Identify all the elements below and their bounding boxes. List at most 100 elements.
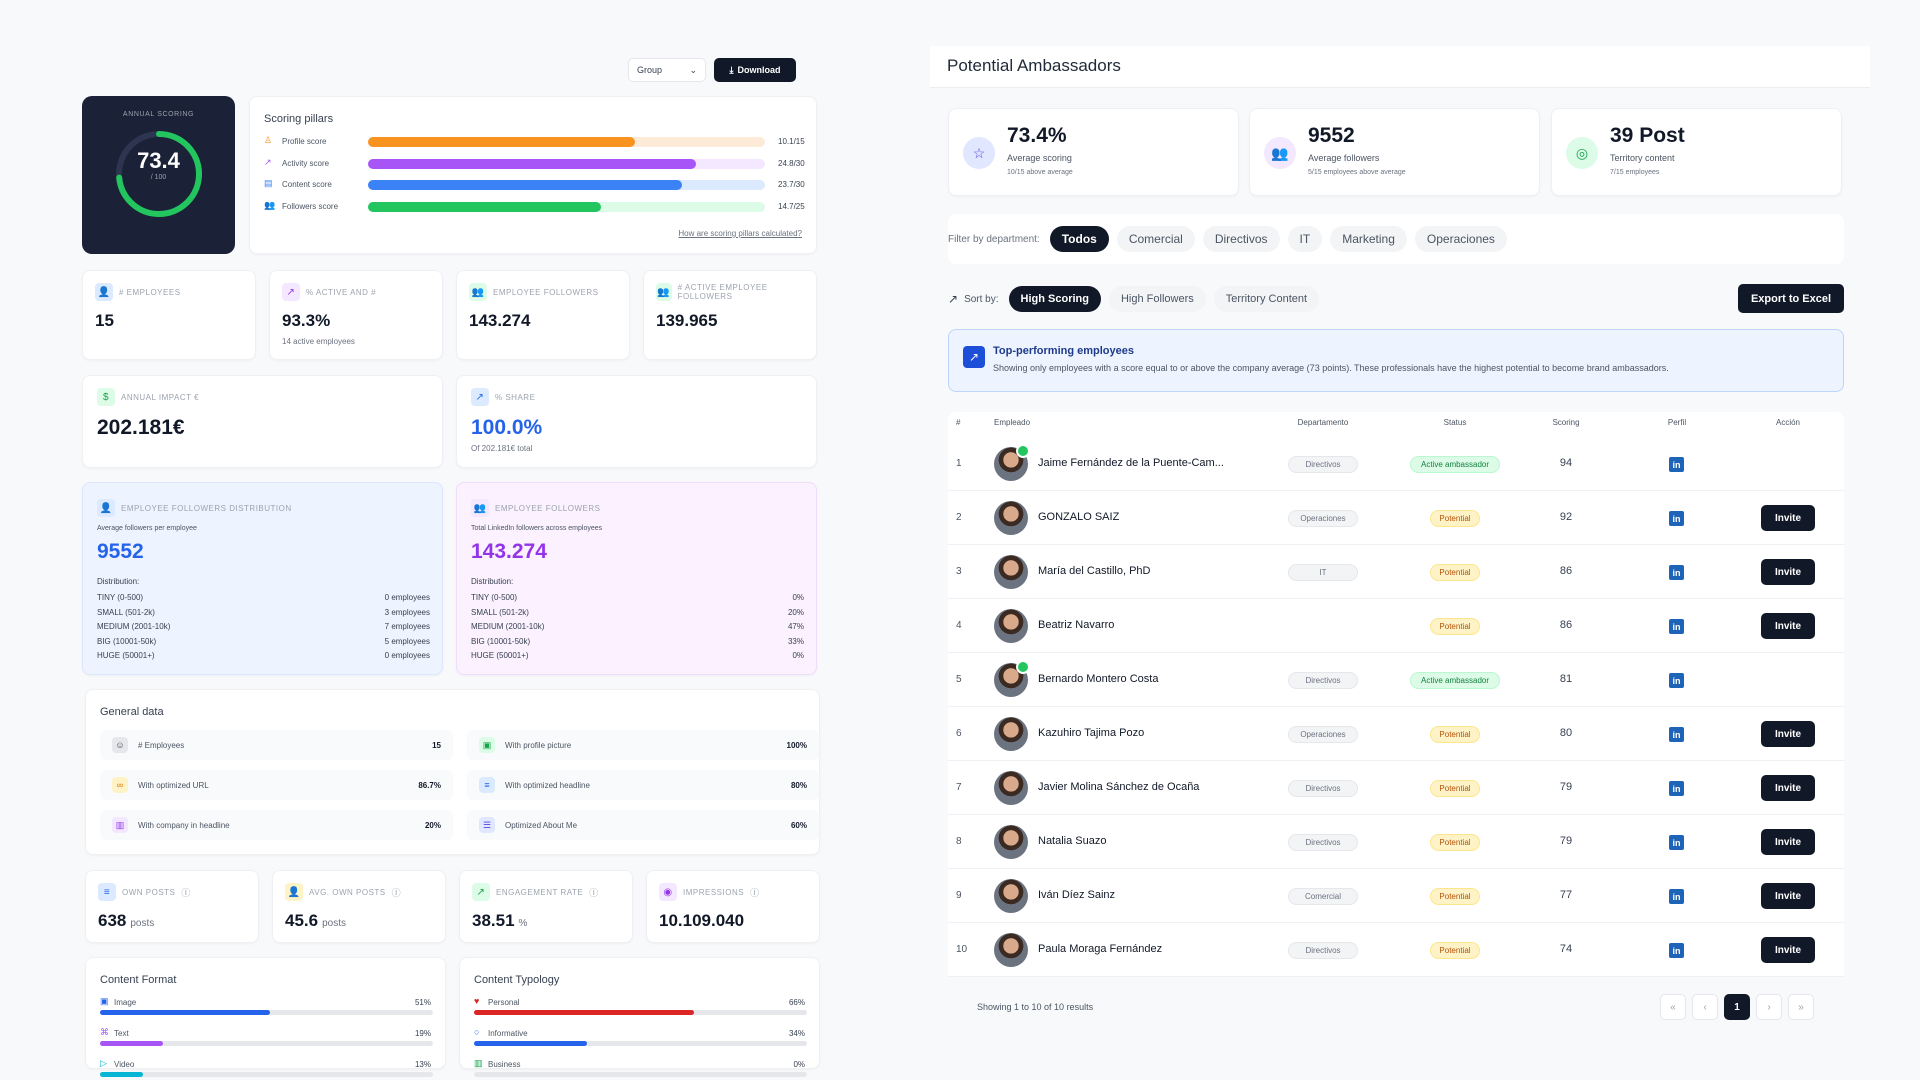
filter-operaciones[interactable]: Operaciones (1414, 226, 1507, 252)
sort-territory-content[interactable]: Territory Content (1213, 286, 1320, 312)
dist-right-title: Distribution: (471, 577, 514, 586)
content-typology-title: Content Typology (474, 974, 560, 986)
pillar-track (368, 180, 765, 190)
post-stat-label: AVG. OWN POSTS (309, 887, 386, 897)
filter-marketing[interactable]: Marketing (1330, 226, 1407, 252)
group-select-value: Group (637, 65, 663, 75)
current-page-button[interactable]: 1 (1724, 994, 1750, 1020)
annual-scoring-card: ANNUAL SCORING 73.4 / 100 (82, 96, 235, 254)
last-page-button[interactable]: » (1788, 994, 1814, 1020)
table-row: 4 Beatriz Navarro Potential 86 in Invite (948, 599, 1844, 653)
post-stat-icon: ↗ (472, 883, 490, 901)
table-row: 5 Bernardo Montero Costa Directivos Active … (948, 653, 1844, 707)
linkedin-icon[interactable]: in (1669, 565, 1684, 580)
info-icon[interactable]: ⓘ (391, 887, 402, 898)
general-data-label: With optimized URL (138, 780, 209, 790)
export-excel-button[interactable]: Export to Excel (1738, 284, 1844, 313)
linkedin-icon[interactable]: in (1669, 457, 1684, 472)
employee-name[interactable]: Iván Díez Sainz (1038, 889, 1116, 901)
employee-name[interactable]: Jaime Fernández de la Puente-Cam... (1038, 457, 1224, 469)
employee-name[interactable]: GONZALO SAIZ (1038, 511, 1120, 523)
linkedin-icon[interactable]: in (1669, 943, 1684, 958)
stat-icon: 👤 (95, 283, 113, 301)
kpi-value: 73.4% (1007, 124, 1067, 147)
post-stat-value-wrap: 638 posts (98, 911, 154, 931)
download-button[interactable]: ⤓ Download (714, 58, 796, 82)
employee-name[interactable]: Javier Molina Sánchez de Ocaña (1038, 781, 1200, 793)
invite-button[interactable]: Invite (1761, 829, 1815, 855)
dist-left-title: Distribution: (97, 577, 140, 586)
group-select[interactable]: Group ⌄ (628, 58, 706, 82)
general-data-value: 60% (790, 820, 807, 830)
linkedin-icon[interactable]: in (1669, 835, 1684, 850)
filter-todos[interactable]: Todos (1049, 226, 1109, 252)
department-badge: Comercial (1288, 888, 1358, 905)
post-stat-card: ◉ IMPRESSIONS ⓘ 10.109.040 (646, 870, 820, 943)
sort-label: Sort by: (964, 293, 999, 305)
row-index: 8 (956, 836, 962, 847)
general-data-item: ☰ Optimized About Me 60% (467, 810, 819, 840)
users-icon: 👥 (471, 499, 489, 517)
col-department: Departamento (1297, 418, 1349, 427)
linkedin-icon[interactable]: in (1669, 727, 1684, 742)
filter-it[interactable]: IT (1287, 226, 1323, 252)
employee-name[interactable]: María del Castillo, PhD (1038, 565, 1151, 577)
invite-button[interactable]: Invite (1761, 937, 1815, 963)
col-index: # (956, 418, 961, 427)
next-page-button[interactable]: › (1756, 994, 1782, 1020)
info-icon[interactable]: ⓘ (181, 887, 191, 898)
stat-card: 👥 EMPLOYEE FOLLOWERS 143.274 (456, 270, 630, 360)
linkedin-icon[interactable]: in (1669, 781, 1684, 796)
invite-button[interactable]: Invite (1761, 505, 1815, 531)
prev-page-button[interactable]: ‹ (1692, 994, 1718, 1020)
format-label: Video (114, 1060, 135, 1069)
invite-button[interactable]: Invite (1761, 721, 1815, 747)
pillar-value: 10.1/15 (778, 137, 805, 146)
table-row: 6 Kazuhiro Tajima Pozo Operaciones Potentia… (948, 707, 1844, 761)
status-badge: Active ambassador (1410, 672, 1500, 689)
general-data-label: Optimized About Me (505, 820, 578, 830)
stat-card: 👤 # EMPLOYEES 15 (82, 270, 256, 360)
sort-high-followers[interactable]: High Followers (1108, 286, 1206, 312)
linkedin-icon[interactable]: in (1669, 673, 1684, 688)
invite-button[interactable]: Invite (1761, 775, 1815, 801)
filter-comercial[interactable]: Comercial (1116, 226, 1195, 252)
col-status: Status (1443, 418, 1467, 427)
filter-directivos[interactable]: Directivos (1202, 226, 1280, 252)
department-badge: Directivos (1288, 456, 1358, 473)
linkedin-icon[interactable]: in (1669, 889, 1684, 904)
distribution-value: 7 employees (384, 622, 430, 631)
employee-name[interactable]: Natalia Suazo (1038, 835, 1107, 847)
invite-button[interactable]: Invite (1761, 883, 1815, 909)
distribution-tier: TINY (0-500) (97, 593, 144, 602)
general-data-label: # Employees (138, 740, 185, 750)
format-icon: ▷ (100, 1058, 107, 1068)
distribution-value: 5 employees (384, 636, 430, 646)
linkedin-icon[interactable]: in (1669, 511, 1684, 526)
status-badge: Potential (1430, 510, 1480, 527)
stat-label: EMPLOYEE FOLLOWERS (493, 287, 599, 297)
linkedin-icon[interactable]: in (1669, 619, 1684, 634)
first-page-button[interactable]: « (1660, 994, 1686, 1020)
row-index: 6 (956, 728, 962, 739)
post-stat-value-wrap: 38.51% (472, 911, 527, 931)
post-stat-value: 10.109.040 (659, 911, 745, 930)
employee-name[interactable]: Beatriz Navarro (1038, 619, 1115, 631)
employee-name[interactable]: Kazuhiro Tajima Pozo (1038, 727, 1145, 739)
stat-label: # EMPLOYEES (119, 287, 181, 297)
invite-button[interactable]: Invite (1761, 559, 1815, 585)
employee-name[interactable]: Paula Moraga Fernández (1038, 943, 1163, 955)
info-icon[interactable]: ⓘ (750, 887, 760, 898)
typology-value: 34% (788, 1029, 805, 1038)
score-value: 81 (1559, 673, 1573, 685)
annual-impact-value: 202.181€ (97, 416, 185, 439)
score-value: 94 (1559, 457, 1573, 469)
info-icon[interactable]: ⓘ (589, 887, 599, 898)
employee-name[interactable]: Bernardo Montero Costa (1038, 673, 1159, 685)
scoring-pillars-link[interactable]: How are scoring pillars calculated? (678, 229, 802, 238)
invite-button[interactable]: Invite (1761, 613, 1815, 639)
sort-high-scoring[interactable]: High Scoring (1008, 286, 1101, 312)
dist-left-label: EMPLOYEE FOLLOWERS DISTRIBUTION (121, 503, 292, 513)
format-icon: ⌘ (100, 1027, 109, 1037)
row-index: 5 (956, 674, 962, 685)
